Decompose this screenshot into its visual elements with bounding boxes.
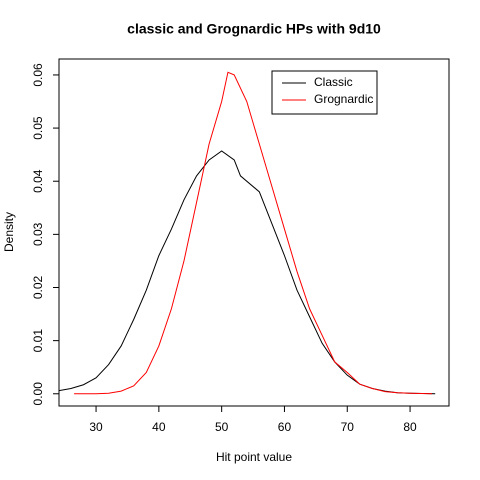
y-tick-label: 0.06 xyxy=(31,63,45,87)
x-tick-label: 60 xyxy=(278,420,292,434)
x-tick-label: 40 xyxy=(152,420,166,434)
legend-label: Classic xyxy=(314,75,353,89)
x-tick-label: 30 xyxy=(89,420,103,434)
legend-label: Grognardic xyxy=(314,92,373,106)
y-tick-label: 0.00 xyxy=(31,382,45,406)
y-tick-label: 0.01 xyxy=(31,329,45,353)
chart-title: classic and Grognardic HPs with 9d10 xyxy=(127,21,381,37)
legend-box xyxy=(271,70,378,115)
y-axis-label: Density xyxy=(2,212,16,252)
x-axis-label: Hit point value xyxy=(216,450,292,464)
y-tick-label: 0.05 xyxy=(31,116,45,140)
x-tick-label: 50 xyxy=(215,420,229,434)
y-tick-label: 0.02 xyxy=(31,275,45,299)
density-line xyxy=(74,71,433,395)
y-tick-label: 0.03 xyxy=(31,222,45,246)
x-tick-label: 70 xyxy=(341,420,355,434)
y-tick-label: 0.04 xyxy=(31,169,45,193)
x-tick-label: 80 xyxy=(403,420,417,434)
plot-frame xyxy=(58,58,450,407)
density-line xyxy=(59,150,436,395)
